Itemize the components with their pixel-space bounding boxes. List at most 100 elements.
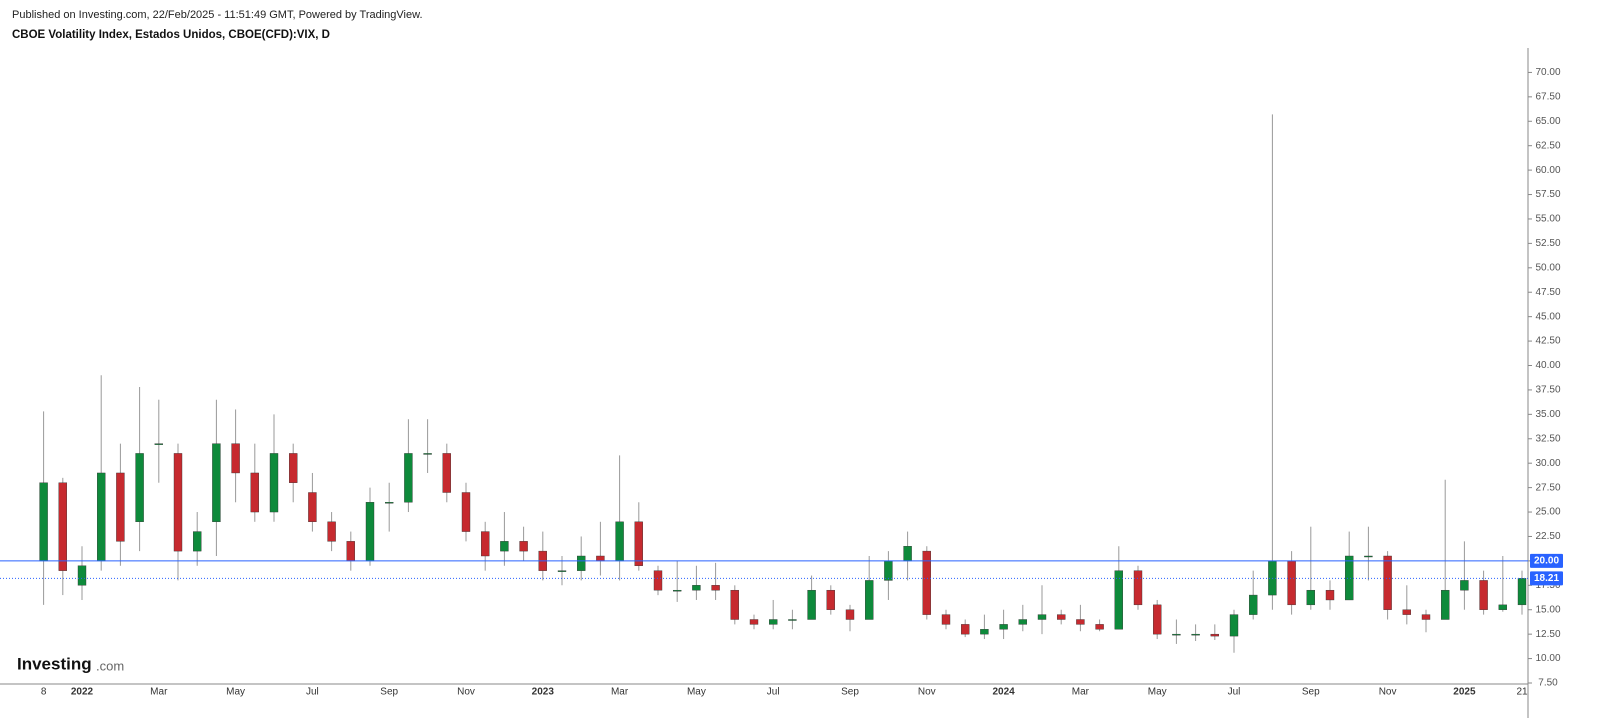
- y-tick-label: 35.00: [1535, 409, 1560, 420]
- candle-body: [692, 585, 701, 591]
- logo-suffix: .com: [96, 658, 124, 673]
- logo-name: Investing: [17, 654, 92, 673]
- candle-body: [1191, 633, 1200, 636]
- x-tick-label: Sep: [380, 687, 398, 698]
- candle-body: [1498, 604, 1508, 610]
- price-label-box: [1530, 571, 1563, 586]
- x-tick-label: Jul: [1228, 687, 1241, 698]
- candle-body: [289, 453, 298, 483]
- candle-body: [212, 443, 221, 523]
- candle-body: [500, 541, 509, 552]
- candle-body: [1421, 614, 1431, 620]
- x-tick-label: May: [226, 687, 245, 698]
- chart-title: CBOE Volatility Index, Estados Unidos, C…: [12, 29, 330, 41]
- x-tick-label: 2023: [532, 687, 555, 698]
- y-tick-label: 52.50: [1535, 238, 1560, 249]
- x-tick-label: Mar: [611, 687, 629, 698]
- x-tick-label: 2025: [1453, 687, 1476, 698]
- candle-body: [269, 453, 279, 513]
- candle-body: [922, 550, 931, 615]
- candle-body: [711, 585, 720, 591]
- candle-body: [77, 565, 87, 586]
- y-tick-label: 65.00: [1535, 116, 1560, 127]
- candle-body: [192, 531, 202, 552]
- y-tick-label: 45.00: [1535, 311, 1560, 322]
- candle-body: [481, 531, 490, 557]
- y-tick-label: 32.50: [1535, 433, 1560, 444]
- candle-body: [135, 453, 144, 523]
- y-tick-label: 40.00: [1535, 360, 1560, 371]
- x-tick-label: 21: [1516, 687, 1528, 698]
- candle-body: [173, 453, 183, 552]
- y-tick-label: 60.00: [1535, 165, 1560, 176]
- candle-body: [308, 492, 317, 523]
- candle-body: [596, 555, 605, 562]
- candle-body: [346, 541, 355, 562]
- candle-body: [634, 521, 643, 566]
- candle-body: [96, 472, 106, 562]
- candle-body: [1479, 580, 1488, 610]
- x-tick-label: Jul: [306, 687, 319, 698]
- candle-body: [519, 541, 528, 552]
- candle-body: [423, 453, 432, 455]
- y-tick-label: 12.50: [1535, 629, 1560, 640]
- candle-body: [365, 502, 375, 562]
- candle-body: [1460, 580, 1469, 591]
- candle-body: [1037, 614, 1047, 620]
- x-tick-label: Mar: [1072, 687, 1090, 698]
- y-tick-label: 17.50: [1535, 580, 1560, 591]
- x-tick-label: Nov: [918, 687, 936, 698]
- candle-body: [1364, 555, 1373, 558]
- candle-body: [941, 614, 951, 625]
- candle-body: [116, 472, 125, 542]
- y-tick-label: 67.50: [1535, 91, 1560, 102]
- x-tick-label: Mar: [150, 687, 168, 698]
- candle-body: [1402, 609, 1412, 615]
- x-tick-label: Nov: [1379, 687, 1397, 698]
- candle-body: [1172, 633, 1181, 636]
- y-tick-label: 30.00: [1535, 458, 1560, 469]
- y-tick-label: 57.50: [1535, 189, 1560, 200]
- candle-body: [1248, 594, 1258, 615]
- x-tick-label: Sep: [841, 687, 859, 698]
- candle-body: [961, 624, 970, 635]
- candle-body: [673, 589, 682, 592]
- candle-body: [577, 555, 586, 571]
- candle-body: [1440, 589, 1450, 620]
- y-tick-label: 70.00: [1535, 67, 1560, 78]
- candle-body: [826, 589, 835, 610]
- y-tick-label: 7.50: [1538, 678, 1558, 689]
- y-tick-label: 10.00: [1535, 653, 1560, 664]
- x-tick-label: 8: [41, 687, 47, 698]
- candle-body: [1076, 619, 1085, 625]
- candle-body: [442, 453, 451, 493]
- chart-subtitle: Published on Investing.com, 22/Feb/2025 …: [12, 9, 423, 21]
- candle-body: [730, 589, 739, 620]
- candle-body: [749, 619, 759, 625]
- x-tick-label: Sep: [1302, 687, 1320, 698]
- candle-body: [1325, 589, 1335, 601]
- candle-body: [1210, 633, 1220, 637]
- candle-body: [327, 521, 336, 542]
- y-tick-label: 42.50: [1535, 336, 1560, 347]
- candle-body: [980, 629, 989, 635]
- candle-body: [615, 521, 624, 562]
- y-tick-label: 25.00: [1535, 507, 1560, 518]
- candle-body: [231, 443, 240, 474]
- candle-body: [999, 624, 1008, 630]
- candle-body: [39, 482, 48, 562]
- price-label: 18.21: [1534, 573, 1559, 584]
- candle-body: [807, 589, 816, 620]
- candle-body: [1229, 614, 1239, 637]
- y-tick-label: 47.50: [1535, 287, 1560, 298]
- candle-body: [1306, 589, 1316, 606]
- price-label-box: [1530, 553, 1563, 568]
- y-tick-label: 22.50: [1535, 531, 1560, 542]
- candle-body: [1056, 614, 1066, 620]
- candle-body: [845, 609, 855, 620]
- candle-body: [250, 472, 260, 513]
- candle-body: [1018, 619, 1027, 625]
- candle-body: [1517, 578, 1527, 606]
